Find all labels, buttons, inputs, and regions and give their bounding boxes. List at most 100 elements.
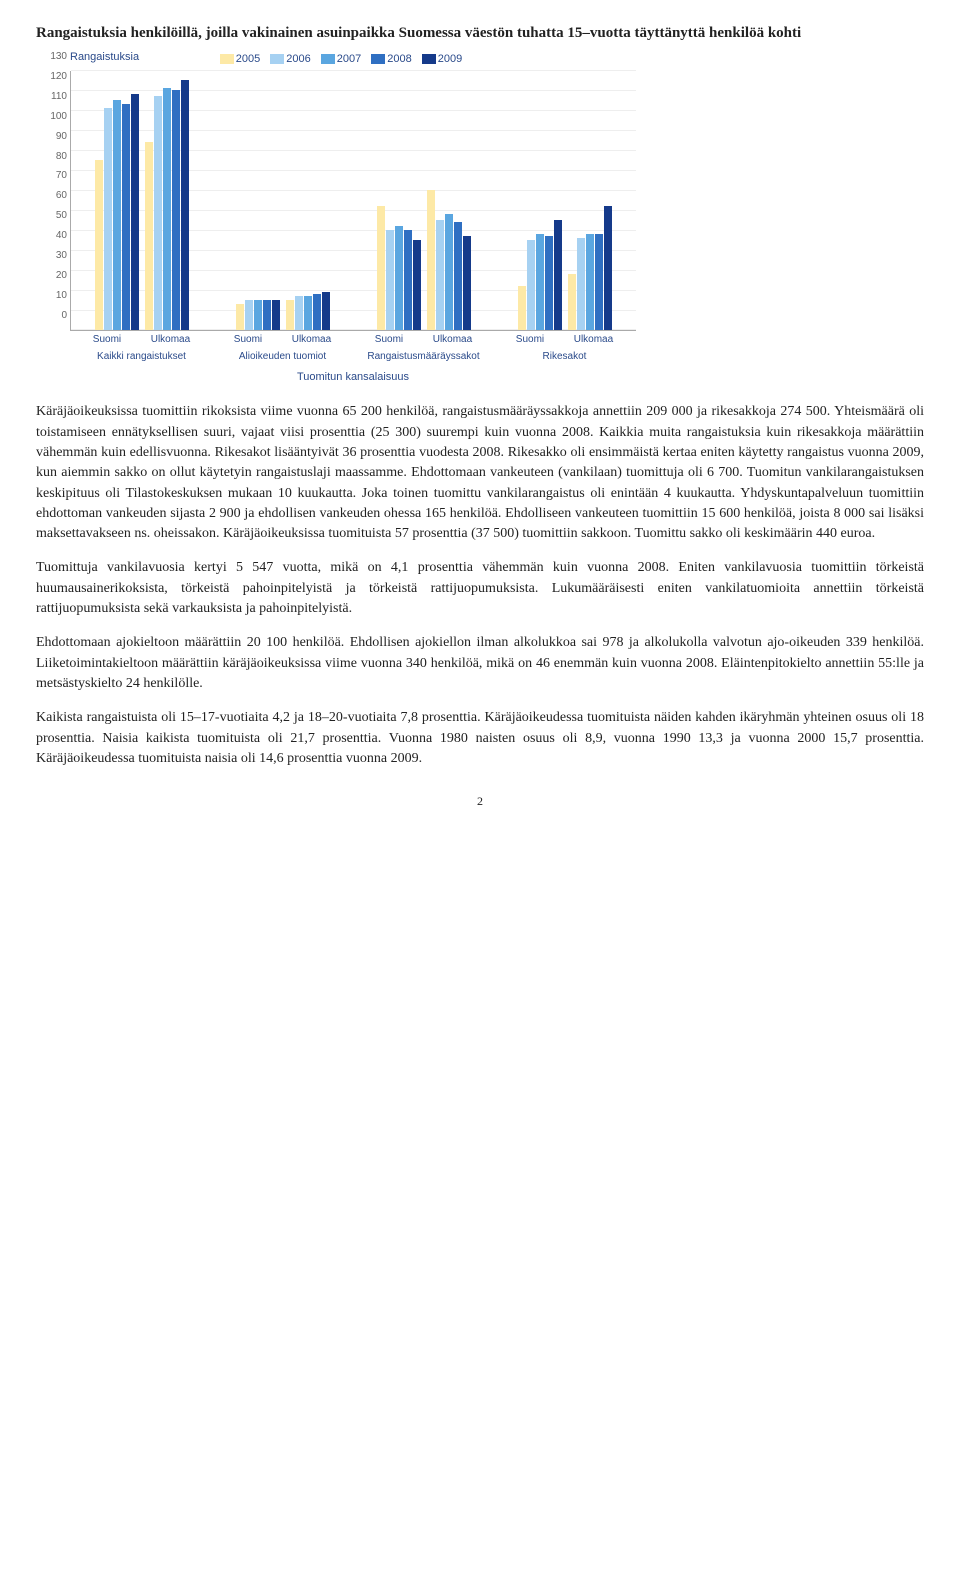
x-sub-label: Suomi (516, 333, 544, 348)
legend-label: 2005 (236, 53, 260, 65)
x-label-column: SuomiUlkomaaAlioikeuden tuomiot (219, 333, 346, 364)
chart-subgroup (145, 80, 189, 330)
chart-bar (313, 294, 321, 330)
chart-group (79, 80, 206, 330)
chart-bar (577, 238, 585, 330)
chart-bar (163, 88, 171, 330)
y-tick-label: 80 (41, 149, 67, 164)
legend-swatch (371, 54, 385, 64)
x-sub-label: Ulkomaa (151, 333, 190, 348)
y-tick-label: 130 (41, 50, 67, 65)
x-sub-label: Ulkomaa (292, 333, 331, 348)
chart-bar (131, 94, 139, 330)
chart-bar (322, 292, 330, 330)
chart-subgroup (286, 292, 330, 330)
chart-bar (181, 80, 189, 330)
chart-bar (377, 206, 385, 330)
y-tick-label: 70 (41, 169, 67, 184)
page-number: 2 (36, 793, 924, 810)
y-tick-label: 110 (41, 90, 67, 105)
x-label-column: Suomi Ulkomaa Kaikki rangaistukset (78, 333, 205, 364)
legend-swatch (321, 54, 335, 64)
chart-bar (595, 234, 603, 330)
chart-bar (145, 142, 153, 330)
chart-bar (386, 230, 394, 330)
y-tick-label: 30 (41, 249, 67, 264)
y-tick-label: 120 (41, 70, 67, 85)
chart-plot: 0102030405060708090100110120130 (70, 71, 636, 331)
chart-subgroup (236, 300, 280, 330)
legend-label: 2007 (337, 53, 361, 65)
chart-subgroup (427, 190, 471, 330)
chart-subgroup (518, 220, 562, 330)
chart-heading: Rangaistuksia henkilöillä, joilla vakina… (36, 24, 924, 44)
chart-bar (445, 214, 453, 330)
y-tick-label: 90 (41, 129, 67, 144)
chart-bar (454, 222, 462, 330)
chart-bar (518, 286, 526, 330)
body-paragraph: Ehdottomaan ajokieltoon määrättiin 20 10… (36, 633, 924, 694)
x-group-label: Rikesakot (501, 350, 628, 365)
legend-swatch (270, 54, 284, 64)
y-tick-label: 10 (41, 289, 67, 304)
x-axis-title: Tuomitun kansalaisuus (70, 370, 636, 386)
chart-bar (286, 300, 294, 330)
legend-swatch (220, 54, 234, 64)
body-paragraph: Kaikista rangaistuista oli 15–17-vuotiai… (36, 708, 924, 769)
x-sub-label: Suomi (93, 333, 121, 348)
chart-bar (413, 240, 421, 330)
body-paragraph: Tuomittuja vankilavuosia kertyi 5 547 vu… (36, 558, 924, 619)
chart-bar (604, 206, 612, 330)
body-paragraph: Käräjäoikeuksissa tuomittiin rikoksista … (36, 402, 924, 544)
y-tick-label: 60 (41, 189, 67, 204)
x-sub-label: Ulkomaa (433, 333, 472, 348)
legend-label: 2006 (286, 53, 310, 65)
chart-bar (436, 220, 444, 330)
y-tick-label: 0 (41, 309, 67, 324)
chart-bar (545, 236, 553, 330)
chart-bar (463, 236, 471, 330)
x-sub-label: Suomi (375, 333, 403, 348)
x-label-column: Suomi Ulkomaa Rikesakot (501, 333, 628, 364)
chart-subgroup (568, 206, 612, 330)
chart-x-labels: Suomi Ulkomaa Kaikki rangaistukset Suomi Ulk… (70, 333, 636, 364)
chart-bar (304, 296, 312, 330)
x-label-column: Suomi Ulkomaa Rangaistusmääräyssakot (360, 333, 487, 364)
chart-bar (536, 234, 544, 330)
chart-bar (95, 160, 103, 330)
legend-swatch (422, 54, 436, 64)
chart-subgroup (95, 94, 139, 330)
chart-bar (154, 96, 162, 330)
chart-container: Rangaistuksia 2005 2006 2007 2008 2009 01020… (36, 52, 636, 387)
chart-bar (568, 274, 576, 330)
y-tick-label: 100 (41, 109, 67, 124)
chart-bar (586, 234, 594, 330)
chart-bar (245, 300, 253, 330)
chart-subgroup (377, 206, 421, 330)
y-axis-label: Rangaistuksia (70, 50, 139, 66)
chart-bar (254, 300, 262, 330)
y-tick-label: 50 (41, 209, 67, 224)
x-group-label: Alioikeuden tuomiot (219, 350, 346, 365)
chart-bar (527, 240, 535, 330)
chart-bar (172, 90, 180, 330)
chart-bar (554, 220, 562, 330)
chart-bar (272, 300, 280, 330)
chart-group (220, 292, 347, 330)
chart-bar (427, 190, 435, 330)
x-sub-label: Ulkomaa (574, 333, 613, 348)
chart-bar (104, 108, 112, 330)
chart-bar (236, 304, 244, 330)
chart-bar (295, 296, 303, 330)
legend-label: 2008 (387, 53, 411, 65)
y-tick-label: 40 (41, 229, 67, 244)
chart-bar (113, 100, 121, 330)
x-group-label: Kaikki rangaistukset (78, 350, 205, 365)
chart-bar (122, 104, 130, 330)
chart-bar (404, 230, 412, 330)
x-group-label: Rangaistusmääräyssakot (360, 350, 487, 365)
chart-bar (395, 226, 403, 330)
chart-group (361, 190, 488, 330)
legend-label: 2009 (438, 53, 462, 65)
chart-group (501, 206, 628, 330)
